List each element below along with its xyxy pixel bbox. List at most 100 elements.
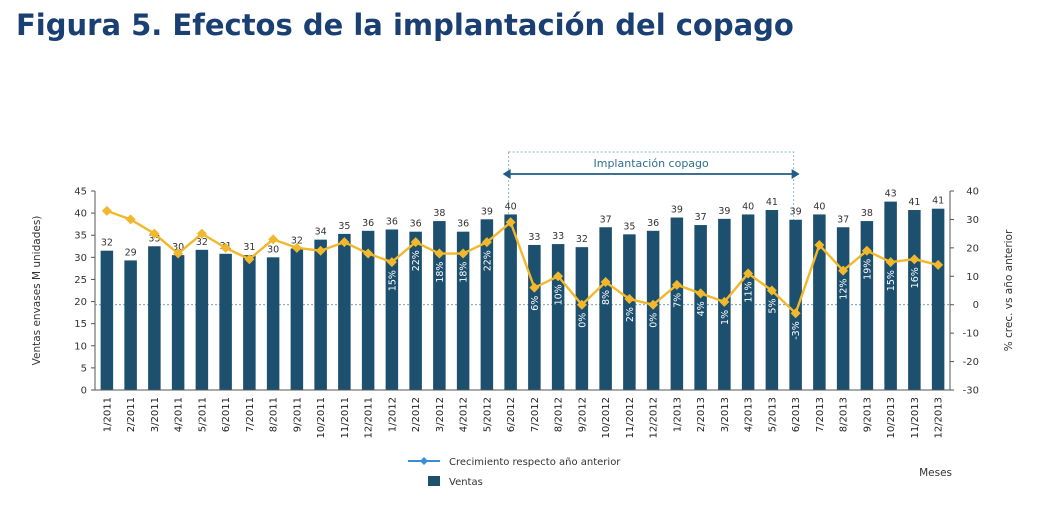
x-tick-label: 11/2012 bbox=[625, 397, 636, 439]
bar-12/2011 bbox=[361, 230, 375, 390]
pct-label-7/2012: 6% bbox=[530, 296, 541, 311]
bar-6/2011 bbox=[219, 253, 232, 390]
bar-label-8/2012: 33 bbox=[552, 231, 564, 242]
bar-1/2013 bbox=[670, 217, 684, 390]
right-tick-label: 40 bbox=[966, 187, 979, 198]
left-tick-label: 35 bbox=[74, 231, 87, 242]
x-tick-label: 5/2012 bbox=[482, 397, 493, 432]
x-tick-label: 9/2011 bbox=[292, 397, 303, 432]
bar-11/2013 bbox=[908, 210, 921, 390]
bar-10/2012 bbox=[599, 227, 612, 390]
line-marker-5/2011 bbox=[196, 228, 207, 239]
right-axis-label: % crec. vs año anterior bbox=[1003, 229, 1015, 351]
x-tick-label: 10/2013 bbox=[886, 397, 897, 439]
bar-label-1/2012: 36 bbox=[386, 216, 398, 227]
bar-11/2012 bbox=[623, 234, 636, 390]
bar-2/2013 bbox=[694, 225, 707, 390]
x-tick-label: 9/2012 bbox=[577, 397, 588, 432]
pct-label-1/2013: 7% bbox=[672, 293, 683, 308]
x-tick-label: 10/2012 bbox=[601, 397, 612, 439]
left-tick-label: 15 bbox=[74, 319, 87, 330]
bar-label-9/2011: 32 bbox=[291, 235, 303, 246]
pct-label-5/2012: 22% bbox=[482, 250, 493, 271]
bar-label-4/2011: 30 bbox=[172, 242, 184, 253]
line-marker-7/2012 bbox=[529, 282, 540, 293]
x-tick-label: 12/2012 bbox=[649, 397, 660, 439]
bar-7/2013 bbox=[813, 214, 826, 390]
line-path bbox=[106, 209, 939, 315]
line-marker-8/2012 bbox=[553, 271, 564, 282]
bar-4/2013 bbox=[741, 214, 755, 390]
left-tick-label: 30 bbox=[74, 253, 87, 264]
x-tick-label: 4/2012 bbox=[459, 397, 470, 432]
line-marker-9/2011 bbox=[291, 242, 302, 253]
bar-10/2013 bbox=[884, 201, 897, 390]
bar-3/2011 bbox=[148, 246, 161, 390]
bar-label-9/2012: 32 bbox=[576, 234, 588, 245]
line-marker-5/2013 bbox=[766, 285, 777, 296]
x-tick-label: 5/2011 bbox=[197, 397, 208, 432]
bar-label-12/2013: 41 bbox=[932, 196, 944, 207]
bar-label-3/2013: 39 bbox=[718, 206, 730, 217]
bar-11/2011 bbox=[338, 233, 351, 390]
bar-label-6/2012: 40 bbox=[505, 201, 517, 212]
bar-series-ventas bbox=[100, 201, 945, 390]
line-marker-10/2012 bbox=[600, 276, 611, 287]
line-marker-12/2013 bbox=[933, 259, 944, 270]
x-tick-label: 2/2013 bbox=[696, 397, 707, 432]
line-marker-8/2013 bbox=[838, 265, 849, 276]
x-tick-label: 1/2013 bbox=[672, 397, 683, 432]
pct-label-3/2012: 18% bbox=[435, 262, 446, 283]
annotation-arrowhead-right bbox=[791, 169, 800, 179]
bar-6/2012 bbox=[504, 214, 517, 390]
line-marker-1/2012 bbox=[386, 257, 397, 268]
line-marker-7/2013 bbox=[814, 240, 825, 251]
line-marker-3/2011 bbox=[149, 228, 160, 239]
left-tick-label: 40 bbox=[74, 209, 87, 220]
bar-label-1/2013: 39 bbox=[671, 205, 683, 216]
line-marker-4/2012 bbox=[458, 248, 469, 259]
bar-2/2011 bbox=[124, 260, 137, 390]
bar-label-11/2013: 41 bbox=[908, 197, 920, 208]
x-tick-label: 12/2013 bbox=[934, 397, 945, 439]
line-marker-11/2012 bbox=[624, 294, 635, 305]
bar-10/2011 bbox=[314, 239, 327, 390]
right-tick-label: 10 bbox=[966, 272, 979, 283]
line-marker-1/2011 bbox=[101, 205, 112, 216]
bar-label-11/2012: 35 bbox=[623, 221, 635, 232]
pct-label-10/2013: 15% bbox=[886, 270, 897, 291]
x-tick-label: 9/2013 bbox=[862, 397, 873, 432]
line-marker-5/2012 bbox=[481, 237, 492, 248]
pct-label-5/2013: 5% bbox=[767, 299, 778, 314]
bar-label-5/2012: 39 bbox=[481, 206, 493, 217]
pct-label-9/2012: 0% bbox=[577, 313, 588, 328]
right-axis: -30 -20 -10 0 10 20 30 40 % crec. vs año anterio… bbox=[949, 187, 1015, 397]
right-tick-label: -10 bbox=[963, 329, 979, 340]
bar-label-2/2011: 29 bbox=[125, 247, 137, 258]
line-marker-2/2012 bbox=[410, 237, 421, 248]
legend-line-marker bbox=[420, 457, 428, 465]
x-tick-label: 6/2013 bbox=[791, 397, 802, 432]
bar-label-5/2013: 41 bbox=[766, 197, 778, 208]
line-marker-6/2012 bbox=[505, 217, 516, 228]
bar-label-10/2013: 43 bbox=[885, 189, 897, 200]
x-tick-label: 12/2011 bbox=[364, 397, 375, 439]
annotation-arrowhead-left bbox=[502, 169, 511, 179]
pct-label-3/2013: 1% bbox=[720, 310, 731, 325]
x-tick-label: 11/2013 bbox=[910, 397, 921, 439]
pct-label-11/2013: 16% bbox=[910, 267, 921, 288]
line-marker-10/2013 bbox=[885, 257, 896, 268]
x-tick-label: 11/2011 bbox=[340, 397, 351, 439]
line-marker-8/2011 bbox=[268, 234, 279, 245]
pct-label-2/2013: 4% bbox=[696, 301, 707, 316]
bar-8/2012 bbox=[551, 244, 565, 390]
bar-label-10/2012: 37 bbox=[600, 214, 612, 225]
x-tick-label: 6/2011 bbox=[221, 397, 232, 432]
line-marker-6/2013 bbox=[790, 308, 801, 319]
line-marker-12/2011 bbox=[363, 248, 374, 259]
pct-label-12/2012: 0% bbox=[649, 313, 660, 328]
line-marker-10/2011 bbox=[315, 245, 326, 256]
right-tick-label: -30 bbox=[963, 386, 979, 397]
right-tick-label: 0 bbox=[973, 300, 979, 311]
left-axis-label: Ventas envases M unidades) bbox=[31, 216, 43, 366]
